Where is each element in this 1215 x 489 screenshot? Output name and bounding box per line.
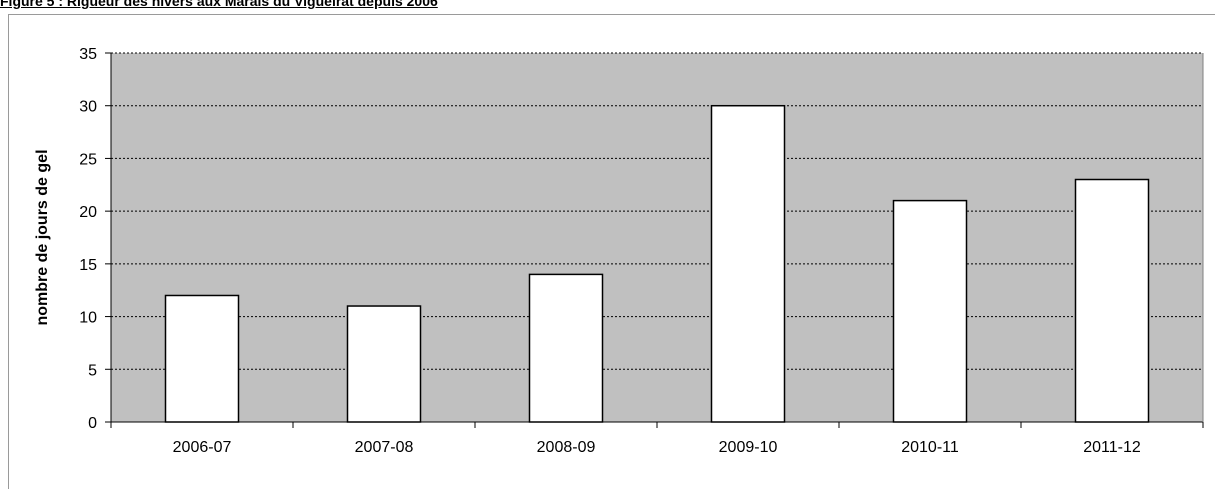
x-tick-label: 2006-07 xyxy=(173,439,232,456)
y-tick-label: 5 xyxy=(88,362,97,379)
bar-2011-12 xyxy=(1074,178,1150,423)
bar-2009-10 xyxy=(710,104,786,423)
y-tick-label: 10 xyxy=(79,310,97,327)
bar-2007-08 xyxy=(346,305,422,423)
axes xyxy=(105,52,1204,428)
x-tick-label: 2007-08 xyxy=(355,439,414,456)
x-tick-labels: 2006-07 2007-08 2008-09 2009-10 2010-11 2011-… xyxy=(173,439,1141,456)
x-tick-label: 2008-09 xyxy=(537,439,596,456)
bar-2006-07 xyxy=(164,294,240,423)
y-tick-label: 20 xyxy=(79,204,97,221)
y-axis-title: nombre de jours de gel xyxy=(34,149,51,325)
bar-2010-11 xyxy=(892,199,968,423)
bars xyxy=(164,104,1150,423)
x-tick-label: 2011-12 xyxy=(1083,439,1141,456)
y-tick-label: 25 xyxy=(79,151,97,168)
y-tick-label: 0 xyxy=(88,415,97,432)
bar-2008-09 xyxy=(528,273,604,423)
y-tick-label: 15 xyxy=(79,257,97,274)
figure-title: Figure 5 : Rigueur des hivers aux Marais… xyxy=(0,0,438,9)
x-tick-label: 2009-10 xyxy=(719,439,778,456)
gridlines xyxy=(111,52,1203,370)
x-tick-label: 2010-11 xyxy=(901,439,959,456)
chart-frame xyxy=(8,14,1215,489)
y-tick-label: 30 xyxy=(79,99,97,116)
y-tick-label: 35 xyxy=(79,46,97,63)
y-tick-labels: 0 5 10 15 20 25 30 35 xyxy=(79,46,97,432)
plot-area xyxy=(111,53,1203,422)
